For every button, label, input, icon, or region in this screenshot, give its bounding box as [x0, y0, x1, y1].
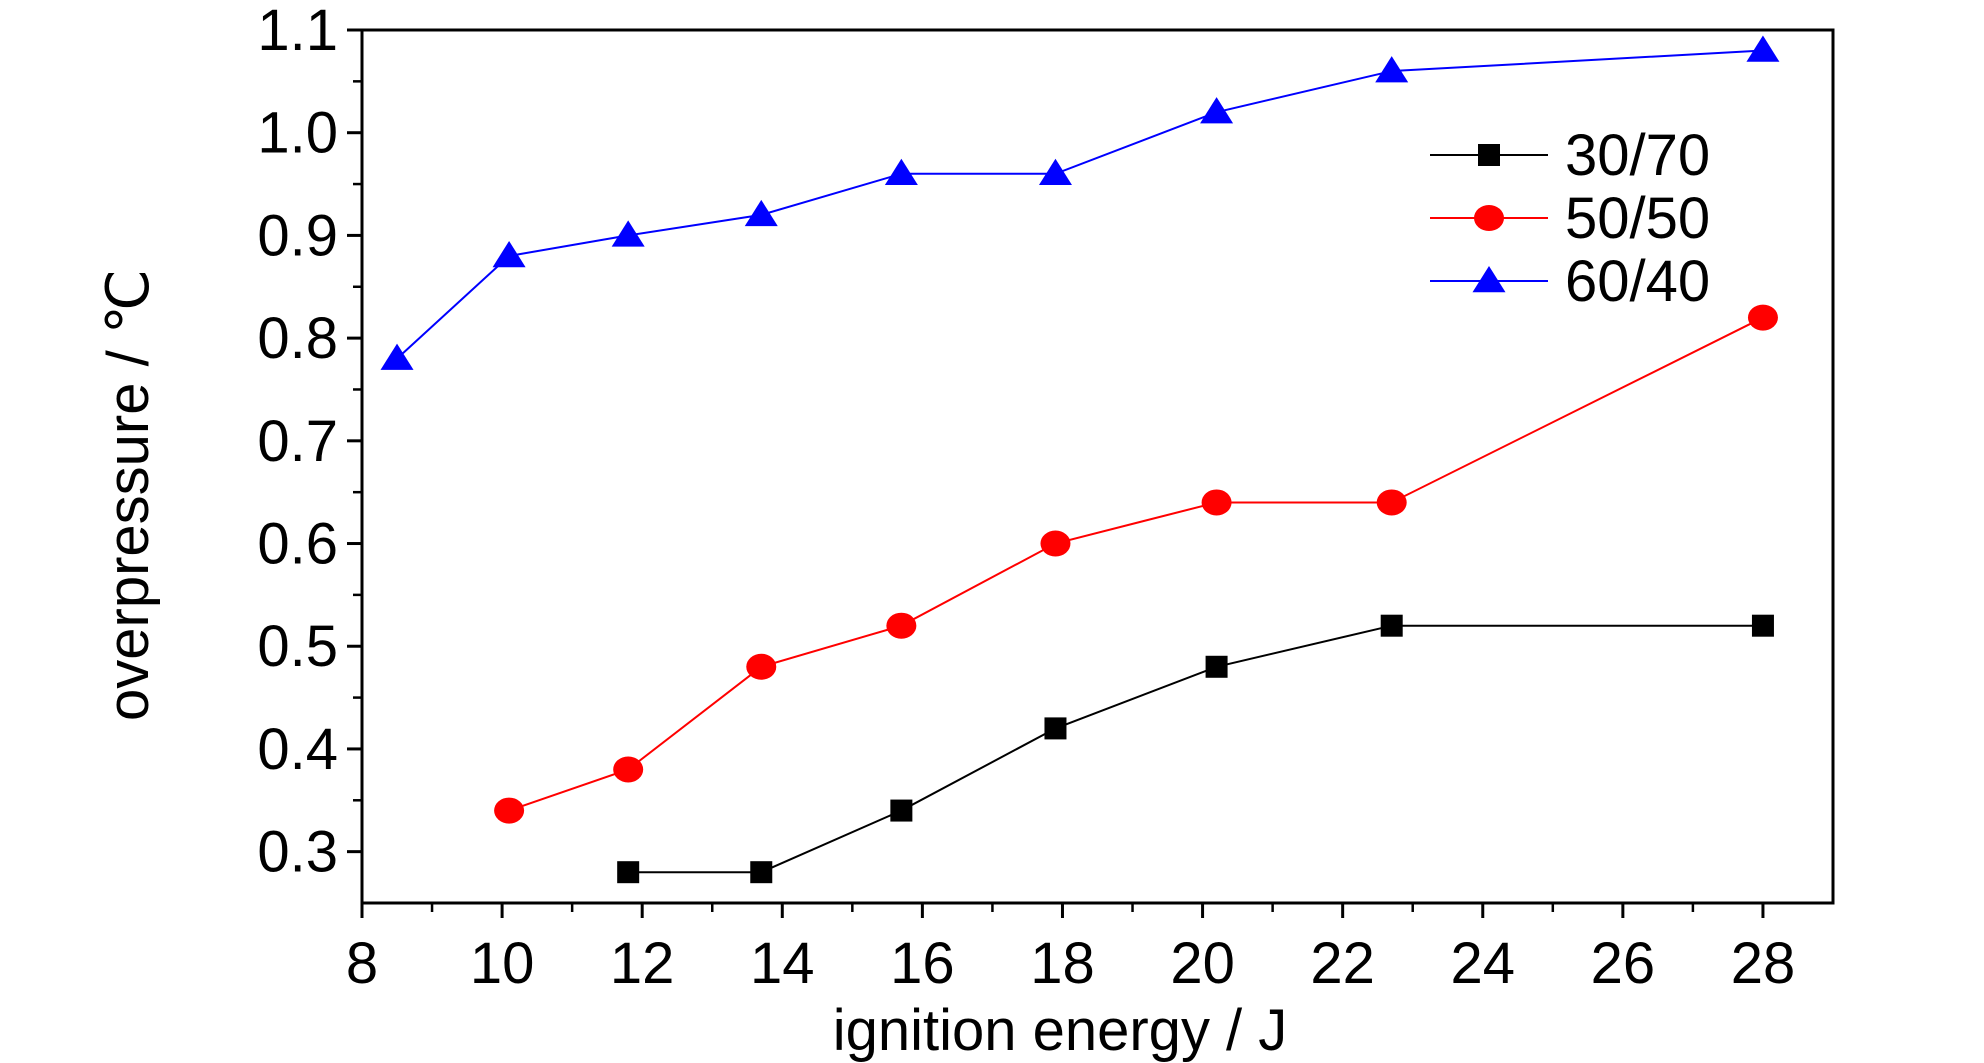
data-point-50-50 [1040, 530, 1071, 557]
x-tick-label: 22 [1310, 931, 1375, 996]
x-tick-label: 16 [890, 931, 955, 996]
plot-frame [360, 28, 1835, 905]
y-tick-label: 1.0 [257, 101, 338, 166]
data-point-60-40 [884, 158, 918, 186]
y-tick-label: 1.1 [257, 0, 338, 63]
data-point-60-40 [744, 199, 778, 227]
data-point-50-50 [494, 797, 525, 824]
series-layer [380, 35, 1780, 884]
data-point-60-40 [1200, 97, 1234, 124]
legend-marker [1474, 205, 1504, 231]
x-axis-title: ignition energy / J [833, 998, 1288, 1063]
legend-marker [1472, 266, 1506, 293]
data-point-30-70 [1380, 614, 1403, 637]
x-tick-label: 24 [1451, 931, 1516, 996]
data-point-50-50 [1376, 489, 1407, 516]
y-tick-label: 0.5 [257, 614, 338, 679]
x-tick-label: 28 [1731, 931, 1796, 996]
data-point-60-40 [611, 220, 645, 247]
y-tick-label: 0.7 [257, 409, 338, 474]
data-point-50-50 [746, 653, 777, 680]
x-tick-label: 14 [750, 931, 815, 996]
y-axis-title: overpressure / ℃ [96, 269, 161, 721]
data-point-30-70 [1044, 717, 1067, 740]
series-line-30-70 [628, 624, 1763, 874]
x-tick-label: 8 [346, 931, 378, 996]
data-point-30-70 [890, 799, 913, 822]
data-point-30-70 [617, 861, 640, 884]
series-line-50-50 [508, 316, 1764, 812]
x-axis: 8 10 12 14 16 18 20 22 24 26 28 [346, 903, 1795, 996]
data-point-50-50 [1201, 489, 1232, 516]
legend-item-60-40: 60/40 [1430, 249, 1710, 314]
data-point-50-50 [613, 756, 644, 783]
data-point-50-50 [886, 612, 917, 639]
y-axis: 0.3 0.4 0.5 0.6 0.7 0.8 0.9 1.0 1.1 [257, 0, 362, 885]
series-30-70 [617, 614, 1774, 884]
data-point-30-70 [750, 861, 773, 884]
x-tick-label: 20 [1170, 931, 1235, 996]
series-50-50 [494, 304, 1778, 824]
data-point-60-40 [1038, 158, 1072, 186]
legend-label: 50/50 [1565, 186, 1710, 251]
y-tick-label: 0.9 [257, 203, 338, 268]
y-tick-label: 0.8 [257, 306, 338, 371]
x-tick-label: 12 [610, 931, 675, 996]
plot-border [360, 28, 1835, 905]
data-point-50-50 [1747, 304, 1778, 331]
data-point-60-40 [1375, 56, 1409, 83]
data-point-60-40 [380, 343, 414, 370]
data-point-60-40 [1746, 35, 1780, 62]
data-point-30-70 [1751, 614, 1774, 637]
y-tick-label: 0.6 [257, 512, 338, 577]
legend-item-30-70: 30/70 [1430, 123, 1710, 188]
data-point-60-40 [492, 240, 526, 268]
x-tick-label: 10 [470, 931, 535, 996]
legend-label: 30/70 [1565, 123, 1710, 188]
legend-item-50-50: 50/50 [1430, 186, 1710, 251]
legend-label: 60/40 [1565, 249, 1710, 314]
x-tick-label: 26 [1591, 931, 1656, 996]
legend-marker [1478, 144, 1500, 166]
y-tick-label: 0.3 [257, 820, 338, 885]
y-tick-label: 0.4 [257, 717, 338, 782]
x-tick-label: 18 [1030, 931, 1095, 996]
data-point-30-70 [1205, 655, 1228, 678]
series-60-40 [380, 35, 1780, 370]
series-line-60-40 [396, 49, 1764, 360]
